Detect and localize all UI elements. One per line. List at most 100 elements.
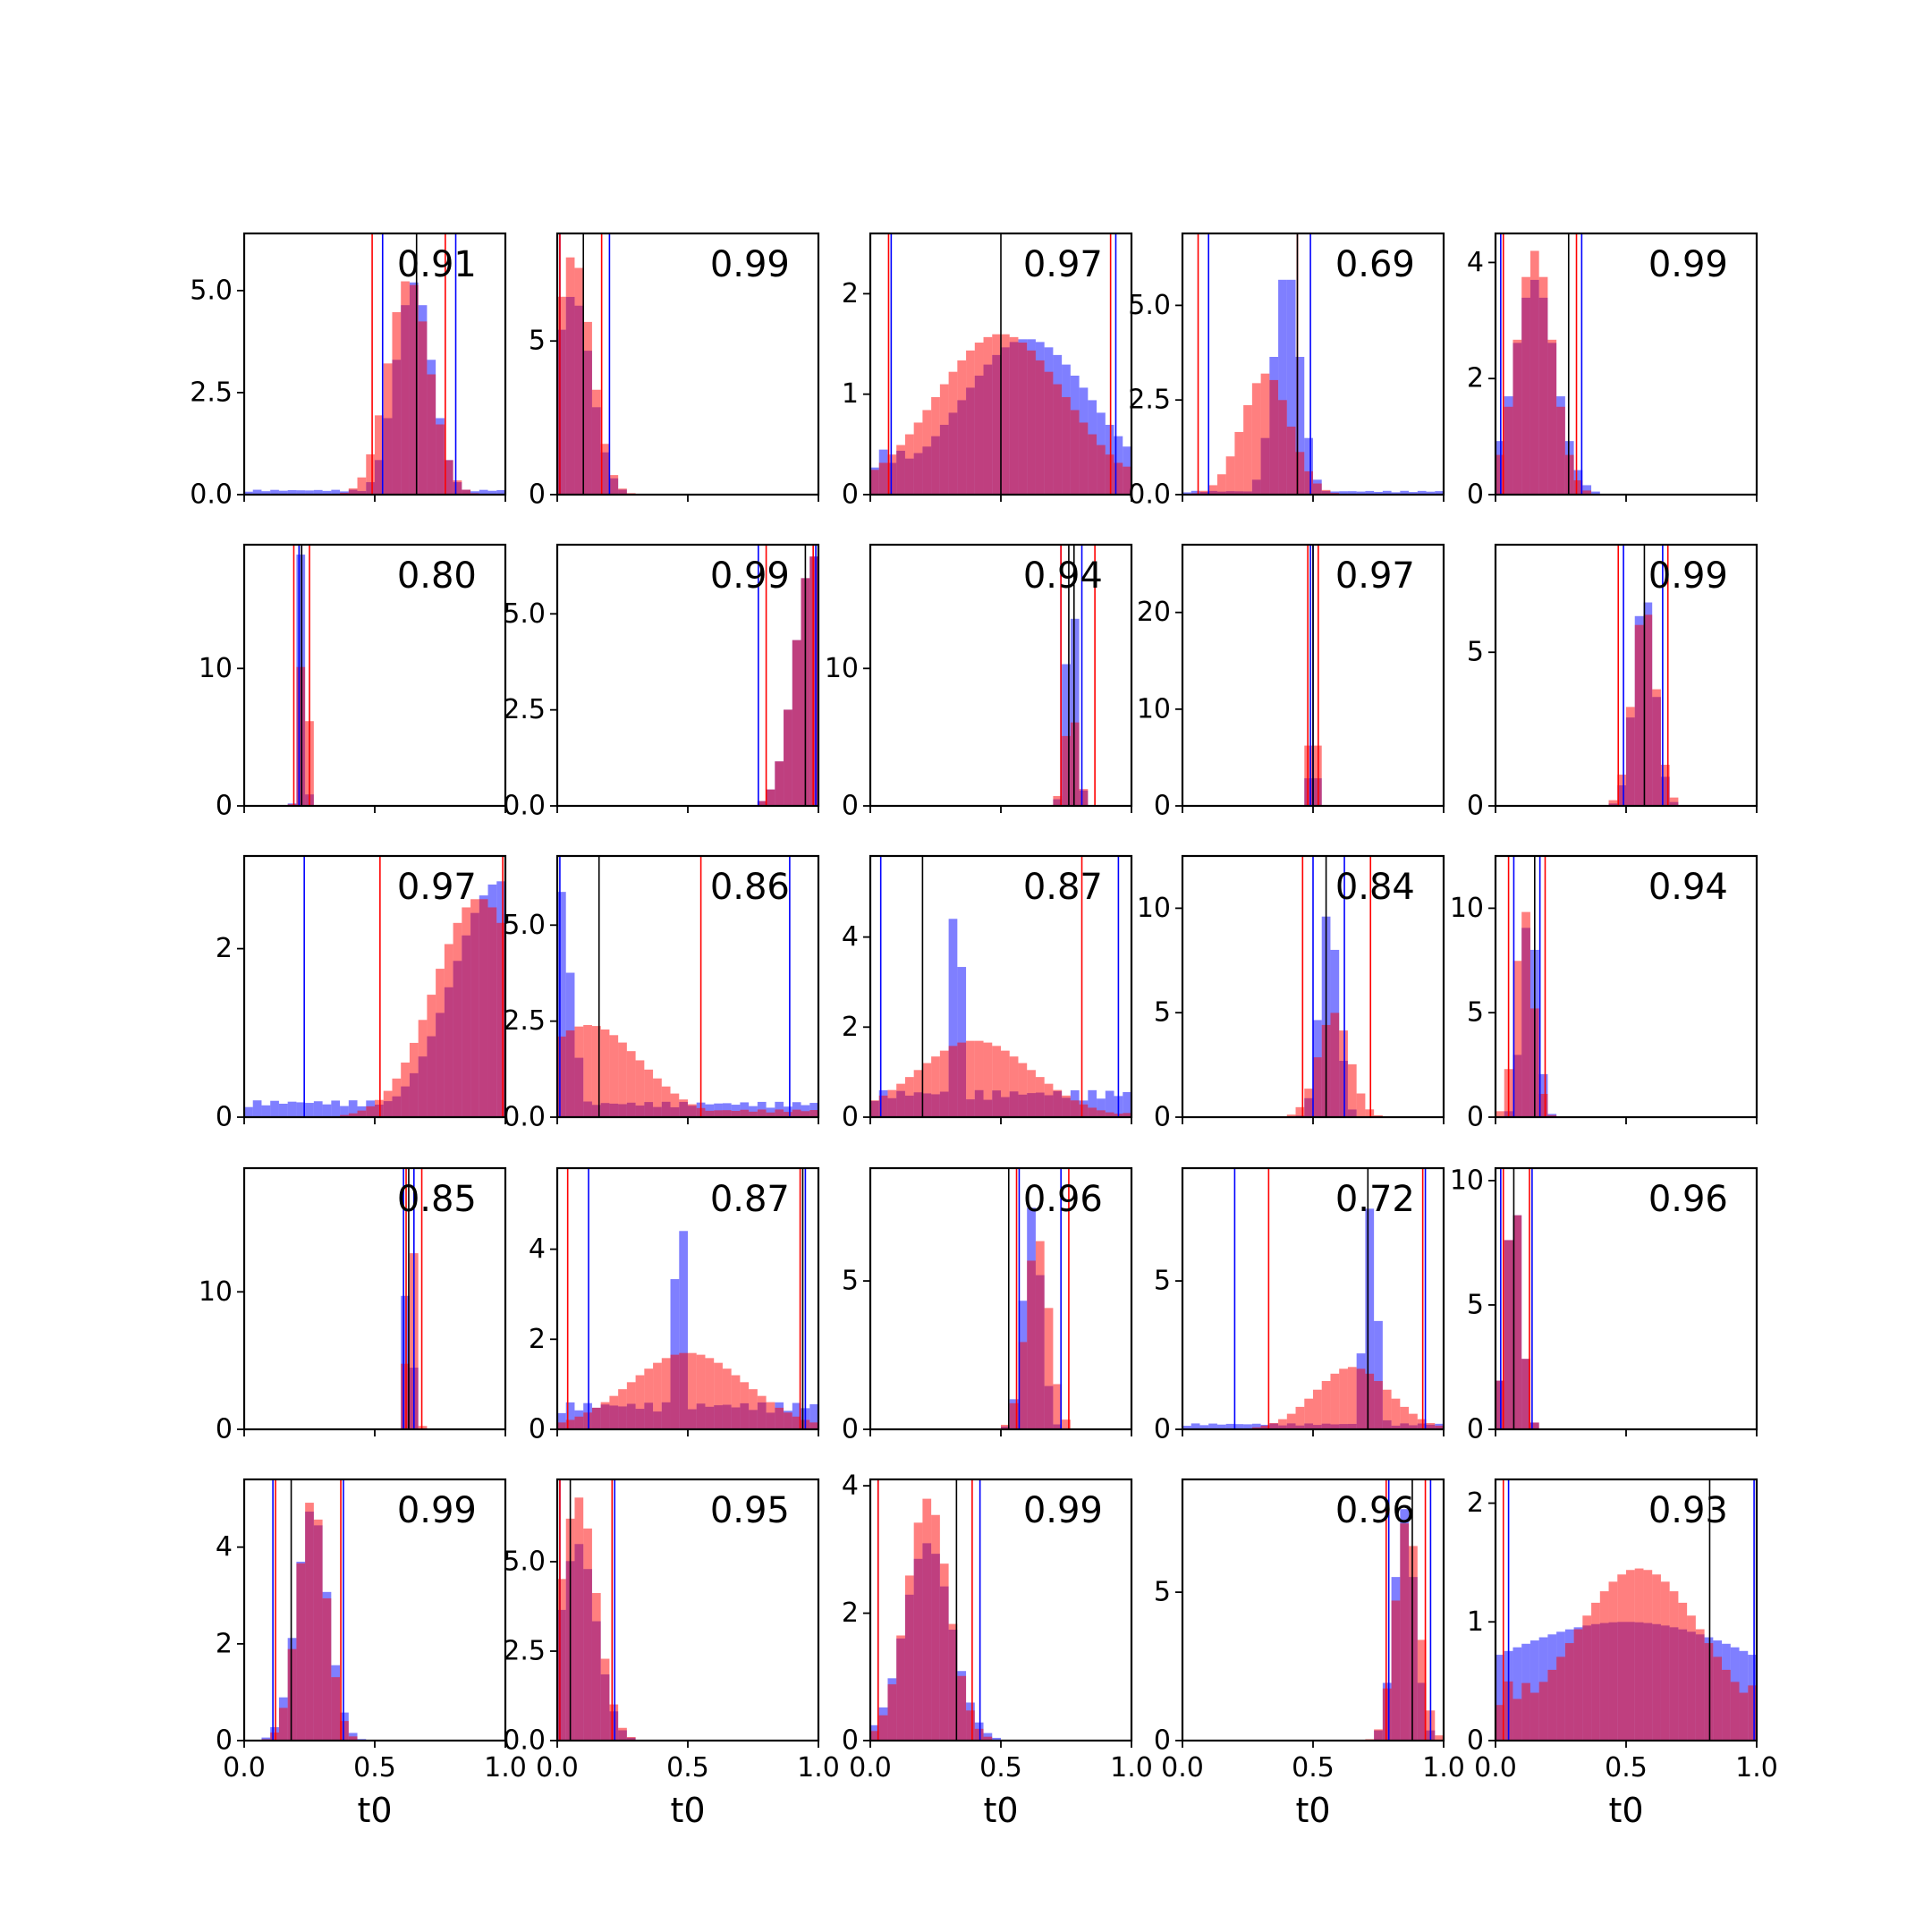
blue-bar xyxy=(1105,1090,1114,1117)
red-bar xyxy=(1591,1602,1600,1741)
red-bar xyxy=(1521,276,1530,495)
y-tick-label: 2.5 xyxy=(503,1005,546,1037)
red-bar xyxy=(1304,470,1313,495)
red-bar xyxy=(409,284,419,495)
red-bar xyxy=(401,1062,410,1117)
red-bar xyxy=(661,1358,671,1429)
panel-score-label: 0.91 xyxy=(397,244,477,285)
x-tick-label: 0.0 xyxy=(536,1752,579,1784)
y-tick-label: 0.0 xyxy=(1128,479,1171,511)
red-bar xyxy=(1391,1600,1401,1741)
red-bar xyxy=(1382,1688,1392,1741)
x-axis-label: t0 xyxy=(1295,1791,1330,1830)
red-bar xyxy=(1313,745,1322,806)
red-bar xyxy=(922,1498,932,1741)
blue-bar xyxy=(296,1102,306,1117)
panel: 0 10 0.94 xyxy=(825,543,1133,822)
red-bar xyxy=(1321,489,1331,495)
red-bar xyxy=(948,1623,958,1741)
red-bar xyxy=(922,1063,932,1117)
red-histogram xyxy=(870,1498,993,1741)
panel: 0 5 10 0.94 xyxy=(1450,854,1758,1133)
red-bar xyxy=(1304,1089,1313,1117)
red-bar xyxy=(401,1363,410,1429)
panels-layer: 0.02.55.00.91050.990120.970.02.55.00.690… xyxy=(190,232,1778,1830)
red-histogram xyxy=(870,334,1131,495)
y-tick-label: 20 xyxy=(1137,597,1171,628)
y-tick-label: 4 xyxy=(216,1531,233,1563)
red-bar xyxy=(913,1522,923,1741)
blue-bar xyxy=(784,1106,792,1117)
panel-score-label: 0.96 xyxy=(1023,1179,1103,1220)
y-tick-label: 10 xyxy=(1450,1165,1484,1196)
red-histogram xyxy=(261,1503,358,1741)
blue-bar xyxy=(270,489,279,495)
red-bar xyxy=(1547,339,1557,495)
red-bar xyxy=(1504,406,1513,495)
red-bar xyxy=(444,460,453,495)
red-bar xyxy=(1018,1342,1028,1429)
panel: 0.0 2.5 5.0 0.0 0.5 1.0 t0 0.95 xyxy=(503,1478,840,1830)
red-bar xyxy=(1547,1114,1557,1117)
red-bar xyxy=(1617,1574,1626,1741)
red-bar xyxy=(766,789,775,806)
red-bar xyxy=(896,445,905,495)
y-tick-label: 0 xyxy=(1467,1102,1484,1133)
red-bar xyxy=(1538,1093,1548,1117)
panel-score-label: 0.95 xyxy=(710,1490,790,1531)
red-bar xyxy=(904,1077,914,1117)
red-bar xyxy=(1521,1359,1530,1429)
red-bar xyxy=(418,1020,428,1117)
panel: 0 2 4 0.87 xyxy=(842,854,1133,1133)
red-bar xyxy=(357,1110,367,1117)
blue-bar xyxy=(1278,279,1287,495)
y-tick-label: 0 xyxy=(216,1725,233,1757)
panel-score-label: 0.72 xyxy=(1335,1179,1415,1220)
blue-bar xyxy=(322,490,332,495)
blue-bar xyxy=(287,1101,297,1117)
y-tick-label: 0 xyxy=(529,479,546,511)
red-bar xyxy=(792,1416,801,1429)
red-bar xyxy=(749,1111,758,1117)
panel: 0 2 4 0.0 0.5 1.0 t0 0.99 xyxy=(216,1478,527,1830)
red-bar xyxy=(688,1352,697,1429)
red-bar xyxy=(1018,1063,1028,1117)
blue-bar xyxy=(1582,485,1592,495)
y-tick-label: 0 xyxy=(842,1725,859,1757)
y-tick-label: 0 xyxy=(1467,791,1484,822)
blue-bar xyxy=(1382,490,1392,495)
red-bar xyxy=(1313,1057,1322,1117)
red-bar xyxy=(635,1060,645,1117)
red-bar xyxy=(904,434,914,495)
panel-score-label: 0.96 xyxy=(1648,1179,1728,1220)
red-bar xyxy=(878,462,888,495)
red-bar xyxy=(600,1402,610,1429)
blue-bar xyxy=(792,1102,801,1117)
red-bar xyxy=(1365,1373,1375,1429)
red-bar xyxy=(966,350,975,495)
red-bar xyxy=(644,1069,654,1117)
red-bar xyxy=(1208,485,1217,495)
red-bar xyxy=(974,1728,984,1741)
red-bar xyxy=(1062,735,1071,806)
blue-bar xyxy=(340,1106,349,1117)
red-bar xyxy=(436,424,445,495)
red-bar xyxy=(1556,1657,1565,1741)
red-bar xyxy=(418,321,428,495)
y-tick-label: 2 xyxy=(842,1012,859,1043)
red-bar xyxy=(383,1090,393,1117)
y-tick-label: 0 xyxy=(1154,1102,1171,1133)
blue-bar xyxy=(1417,490,1427,495)
red-bar xyxy=(1652,689,1661,806)
blue-bar xyxy=(1400,490,1410,495)
red-bar xyxy=(784,709,792,806)
red-bar xyxy=(1626,1570,1635,1741)
red-bar xyxy=(1748,1685,1757,1741)
red-bar xyxy=(1400,1406,1410,1429)
red-bar xyxy=(1530,1422,1539,1429)
red-bar xyxy=(757,1395,767,1429)
panel: 0 2 4 0.0 0.5 1.0 t0 0.99 xyxy=(842,1470,1153,1830)
y-tick-label: 0 xyxy=(1467,1725,1484,1757)
panel: 0.0 2.5 5.0 0.99 xyxy=(503,543,820,822)
y-tick-label: 5 xyxy=(529,326,546,357)
